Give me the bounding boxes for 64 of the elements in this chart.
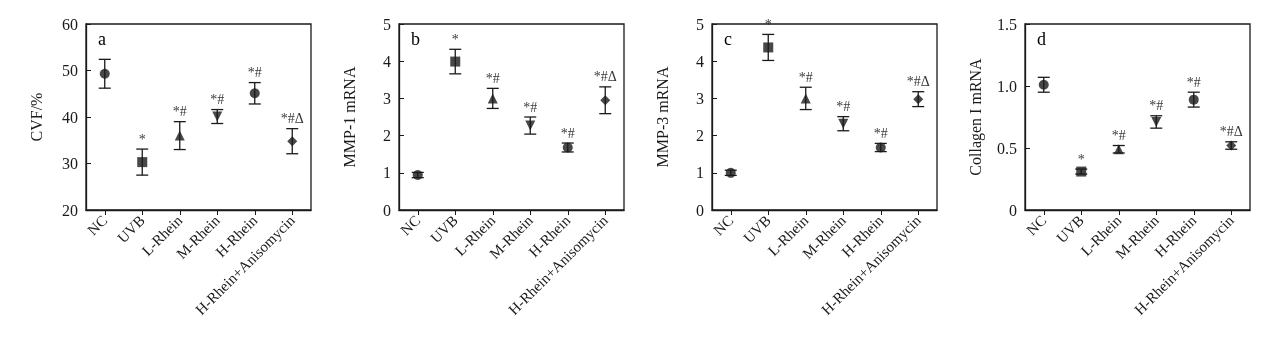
x-tick-label: NC: [710, 212, 737, 239]
point: [287, 136, 298, 147]
y-tick-label: 2: [696, 127, 704, 145]
point: [800, 93, 811, 104]
point: [450, 56, 461, 67]
y-tick-label: 4: [696, 52, 704, 70]
annotation: *#: [210, 92, 225, 108]
y-tick-label: 5: [383, 15, 391, 33]
annotation: *: [764, 16, 772, 32]
y-tick-label: 50: [62, 62, 78, 79]
y-tick-label: 20: [62, 201, 78, 219]
y-tick-label: 2: [383, 127, 391, 145]
annotation: *#: [836, 99, 851, 115]
annotation: *#: [523, 99, 538, 115]
y-tick-label: 40: [62, 108, 78, 126]
y-tick-label: 1.5: [997, 15, 1017, 33]
annotation: *#: [1111, 128, 1126, 144]
annotation: *#: [247, 65, 262, 81]
point: [525, 120, 536, 131]
annotation: *#: [1186, 74, 1201, 90]
point: [763, 42, 774, 53]
y-tick-label: 30: [62, 155, 78, 172]
y-tick-label: 60: [62, 15, 78, 33]
annotation: b: [411, 29, 420, 49]
y-tick-label: 0: [383, 201, 391, 219]
annotation: *#: [798, 69, 813, 85]
point: [487, 93, 498, 104]
annotation: *#: [1149, 98, 1164, 114]
annotation: d: [1037, 29, 1046, 49]
point: [99, 68, 110, 79]
annotation: *#: [560, 125, 575, 141]
y-axis-title: CVF/%: [27, 92, 45, 142]
y-axis-title: Collagen I mRNA: [966, 57, 985, 176]
y-tick-label: 3: [696, 89, 704, 107]
point: [137, 157, 148, 168]
y-tick-label: 0: [1009, 201, 1017, 219]
y-axis-title: MMP-1 mRNA: [340, 66, 358, 168]
y-tick-label: 1: [696, 164, 704, 182]
y-tick-label: 1.0: [997, 77, 1017, 95]
annotation: a: [98, 29, 106, 49]
x-tick-label: NC: [84, 212, 111, 239]
annotation: *#: [873, 125, 888, 141]
annotation: c: [724, 29, 732, 49]
point: [174, 130, 185, 141]
point: [249, 88, 260, 99]
annotation: *: [451, 31, 459, 47]
x-tick-label: NC: [397, 212, 424, 239]
point: [600, 95, 611, 106]
y-tick-label: 0: [696, 201, 704, 219]
annotation: *#: [172, 104, 187, 120]
annotation: *: [1077, 151, 1085, 167]
annotation: *#Δ: [593, 69, 617, 85]
y-tick-label: 4: [383, 52, 391, 70]
y-axis-title: MMP-3 mRNA: [653, 66, 671, 168]
y-tick-label: 0.5: [997, 139, 1017, 157]
annotation: *#: [485, 70, 500, 86]
y-tick-label: 3: [383, 89, 391, 107]
x-tick-label: NC: [1023, 212, 1050, 239]
annotation: *: [138, 131, 146, 147]
annotation: *#Δ: [1219, 124, 1243, 140]
annotation: *#Δ: [280, 111, 304, 127]
y-tick-label: 5: [696, 15, 704, 33]
y-tick-label: 1: [383, 164, 391, 182]
annotation: *#Δ: [906, 74, 930, 90]
